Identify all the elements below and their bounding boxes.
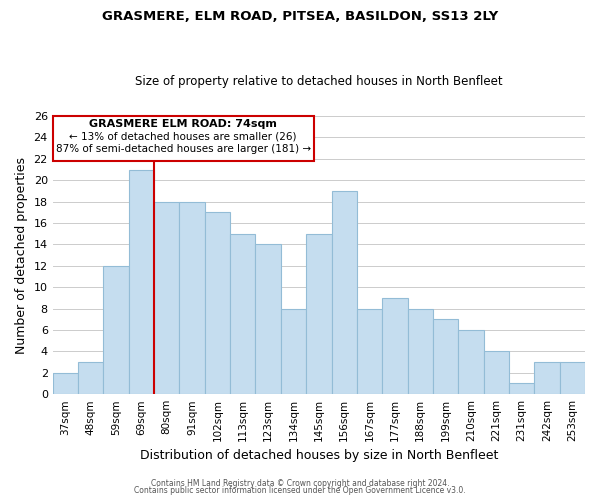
Text: ← 13% of detached houses are smaller (26): ← 13% of detached houses are smaller (26…: [70, 132, 297, 141]
Bar: [281, 308, 306, 394]
Bar: [382, 298, 407, 394]
Bar: [484, 352, 509, 394]
Title: Size of property relative to detached houses in North Benfleet: Size of property relative to detached ho…: [135, 76, 503, 88]
Text: Contains public sector information licensed under the Open Government Licence v3: Contains public sector information licen…: [134, 486, 466, 495]
Bar: [509, 384, 535, 394]
Bar: [179, 202, 205, 394]
Bar: [433, 320, 458, 394]
Bar: [256, 244, 281, 394]
Bar: [458, 330, 484, 394]
Text: GRASMERE ELM ROAD: 74sqm: GRASMERE ELM ROAD: 74sqm: [89, 120, 277, 130]
X-axis label: Distribution of detached houses by size in North Benfleet: Distribution of detached houses by size …: [140, 450, 498, 462]
Y-axis label: Number of detached properties: Number of detached properties: [15, 156, 28, 354]
Bar: [407, 308, 433, 394]
Bar: [332, 191, 357, 394]
Bar: [53, 373, 78, 394]
Bar: [357, 308, 382, 394]
Text: Contains HM Land Registry data © Crown copyright and database right 2024.: Contains HM Land Registry data © Crown c…: [151, 478, 449, 488]
Bar: [560, 362, 585, 394]
Bar: [103, 266, 129, 394]
Bar: [535, 362, 560, 394]
Bar: [230, 234, 256, 394]
Bar: [205, 212, 230, 394]
Bar: [78, 362, 103, 394]
Bar: [154, 202, 179, 394]
Bar: [129, 170, 154, 394]
Bar: [306, 234, 332, 394]
Text: GRASMERE, ELM ROAD, PITSEA, BASILDON, SS13 2LY: GRASMERE, ELM ROAD, PITSEA, BASILDON, SS…: [102, 10, 498, 23]
FancyBboxPatch shape: [53, 116, 314, 161]
Text: 87% of semi-detached houses are larger (181) →: 87% of semi-detached houses are larger (…: [56, 144, 311, 154]
